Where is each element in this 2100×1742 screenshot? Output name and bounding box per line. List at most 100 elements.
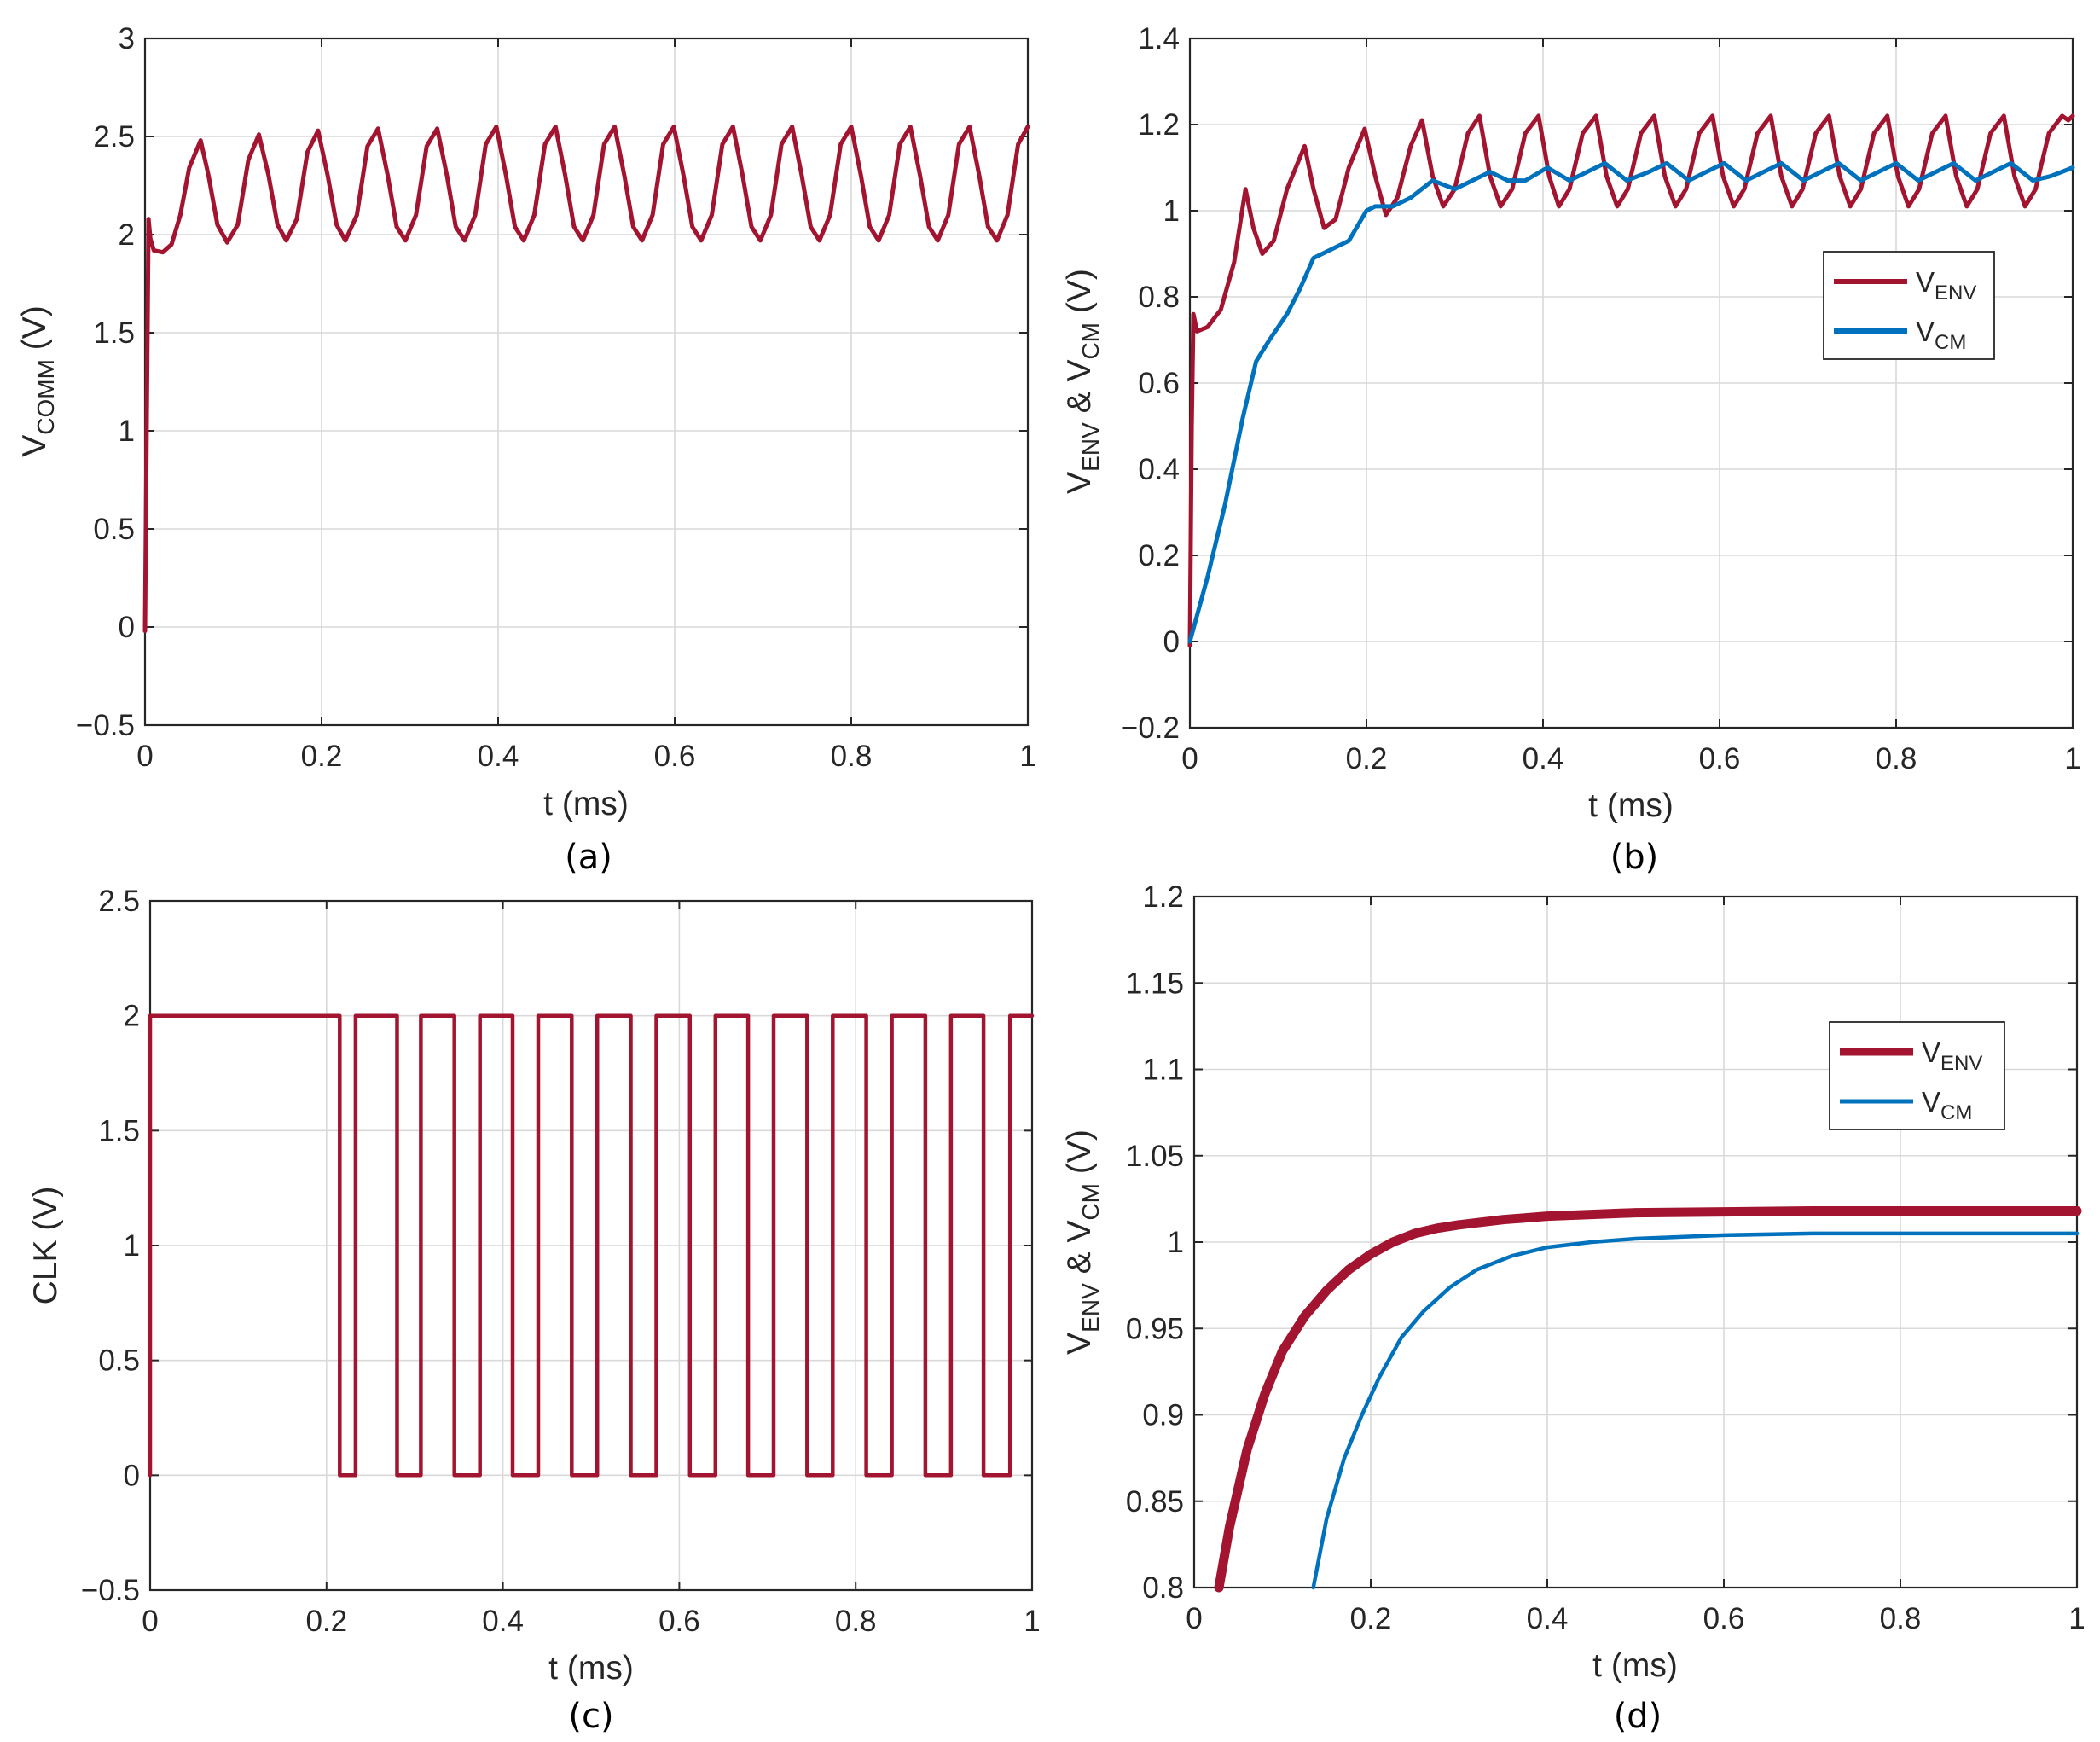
panel-d-xtick-label: 1 bbox=[2068, 1602, 2085, 1635]
panel-a-xtick-label: 1 bbox=[1019, 740, 1035, 773]
panel-b-ytick-label: 0.2 bbox=[1138, 539, 1180, 572]
panel-b-ytick-label: 1.4 bbox=[1138, 22, 1180, 55]
panel-b-ytick-label: 1 bbox=[1163, 195, 1180, 228]
panel-a-ytick-label: 2 bbox=[119, 218, 135, 252]
panel-c-ytick-label: 0.5 bbox=[98, 1344, 140, 1378]
panel-d-ytick-label: 1.15 bbox=[1126, 967, 1184, 1000]
panel-c-xtick-label: 0.2 bbox=[305, 1605, 347, 1638]
panel-b-ylabel: VENV & VCM (V) bbox=[1061, 269, 1104, 494]
panel-d-xtick-label: 0.6 bbox=[1703, 1602, 1745, 1635]
panel-d-series-v-cm bbox=[1311, 1231, 2080, 1590]
panel-b-gridlines bbox=[1190, 38, 2073, 728]
panel-a-xlabel: t (ms) bbox=[543, 786, 629, 822]
panel-c-ytick-label: 0 bbox=[124, 1459, 140, 1492]
panel-b-legend-venv-label: VENV bbox=[1916, 266, 1976, 305]
panel-b-ytick-label: 0 bbox=[1163, 625, 1180, 659]
panel-a-xtick-label: 0.2 bbox=[301, 740, 343, 773]
panel-a-ytick-label: 2.5 bbox=[93, 120, 135, 154]
panel-b-series-v-cm bbox=[1187, 160, 2075, 644]
panel-b-ytick-label: 0.6 bbox=[1138, 367, 1180, 400]
panel-a-series-v-comm bbox=[142, 125, 1030, 634]
panel-d-gridlines bbox=[1194, 897, 2077, 1588]
panel-a-xtick-label: 0.8 bbox=[831, 740, 873, 773]
panel-a-ylabel-rest: (V) bbox=[16, 305, 53, 359]
panel-d-series-v-env bbox=[1214, 1206, 2082, 1593]
panel-b-xtick-label: 0.2 bbox=[1346, 742, 1388, 775]
panel-d-chart: 0 0.2 0.4 0.6 0.8 1 0.8 0.85 0.9 0.95 1 1.05 1.1 1.15… bbox=[1061, 880, 2085, 1736]
panel-b-caption: (b) bbox=[1610, 838, 1659, 877]
panel-c-ytick-label: 2.5 bbox=[98, 885, 140, 918]
panel-b-xtick-label: 0 bbox=[1181, 742, 1198, 775]
panel-c-xlabel: t (ms) bbox=[548, 1650, 634, 1687]
panel-b-legend-box bbox=[1823, 251, 1995, 360]
panel-d-ytick-label: 0.95 bbox=[1126, 1312, 1184, 1345]
panel-b-xlabel: t (ms) bbox=[1588, 787, 1674, 824]
panel-d-ytick-label: 1.1 bbox=[1142, 1054, 1184, 1087]
panel-b-ytick-label: 1.2 bbox=[1138, 108, 1180, 142]
panel-a-ytick-label: 3 bbox=[119, 22, 135, 55]
panel-c-xtick-label: 0 bbox=[142, 1605, 158, 1638]
panel-c-xtick-label: 0.8 bbox=[835, 1605, 877, 1638]
panel-a-xtick-label: 0 bbox=[136, 740, 153, 773]
panel-d-ytick-label: 0.85 bbox=[1126, 1485, 1184, 1518]
panel-d-ytick-label: 1.2 bbox=[1142, 880, 1184, 914]
panel-b-xtick-label: 0.6 bbox=[1699, 742, 1741, 775]
panel-d-ytick-label: 1.05 bbox=[1126, 1140, 1184, 1173]
panel-a-xtick-label: 0.4 bbox=[478, 740, 519, 773]
panel-c-caption: (c) bbox=[568, 1697, 613, 1736]
panel-a-plot-area bbox=[143, 37, 1030, 727]
panel-b-ticks: 0 0.2 0.4 0.6 0.8 1−0.200.20.40.60.811.21.4 bbox=[1121, 22, 2081, 775]
panel-d-xtick-label: 0.2 bbox=[1350, 1602, 1392, 1635]
panel-a-ytick-label: 0 bbox=[119, 611, 135, 644]
panel-a-ytick-label: 1.5 bbox=[93, 316, 135, 350]
panel-d-caption: (d) bbox=[1614, 1697, 1662, 1736]
panel-d-xtick-label: 0.4 bbox=[1527, 1602, 1569, 1635]
panel-b-ytick-label: −0.2 bbox=[1121, 711, 1180, 745]
panel-b-ytick-label: 0.4 bbox=[1138, 453, 1180, 486]
panel-b-legend-vcm-label: VCM bbox=[1916, 316, 1966, 354]
panel-d-legend-box bbox=[1829, 1021, 2005, 1130]
panel-d-xtick-label: 0 bbox=[1186, 1602, 1202, 1635]
panel-a-ylabel-main: V bbox=[16, 435, 53, 457]
panel-c-xtick-label: 0.4 bbox=[482, 1605, 524, 1638]
panel-a-ytick-label: −0.5 bbox=[76, 709, 135, 742]
panel-a-ylabel: VCOMM (V) bbox=[16, 305, 59, 457]
panel-c-ytick-label: 1 bbox=[124, 1229, 140, 1263]
panel-a-series bbox=[142, 125, 1030, 634]
panel-a-chart: 0 0.2 0.4 0.6 0.8 1−0.500.511.522.53 t (ms) V… bbox=[16, 22, 1036, 877]
panel-d-legend: VENV VCM bbox=[1829, 1021, 2005, 1130]
panel-d-ticks: 0 0.2 0.4 0.6 0.8 1 0.8 0.85 0.9 0.95 1 1.05 1.1 1.15… bbox=[1126, 880, 2085, 1635]
panel-c-series-clk bbox=[148, 1013, 1035, 1478]
panel-b-chart: 0 0.2 0.4 0.6 0.8 1−0.200.20.40.60.811.21.4 V… bbox=[1061, 22, 2081, 877]
panel-a-caption: (a) bbox=[565, 838, 612, 877]
panel-a-ylabel-sub: COMM bbox=[32, 359, 59, 435]
panel-b-xtick-label: 0.8 bbox=[1876, 742, 1917, 775]
panel-b-xtick-label: 0.4 bbox=[1523, 742, 1564, 775]
panel-b-series-v-env bbox=[1187, 113, 2075, 648]
panel-d-xlabel: t (ms) bbox=[1592, 1647, 1678, 1684]
panel-a-ticks: 0 0.2 0.4 0.6 0.8 1−0.500.511.522.53 bbox=[76, 22, 1036, 773]
panel-a-ytick-label: 1 bbox=[119, 415, 135, 448]
panel-d-series bbox=[1214, 1206, 2082, 1593]
panel-d-legend-venv-label: VENV bbox=[1922, 1036, 1982, 1075]
panel-d-ytick-label: 0.8 bbox=[1142, 1571, 1184, 1605]
panel-c-ytick-label: −0.5 bbox=[81, 1574, 140, 1607]
panel-a-ytick-label: 0.5 bbox=[93, 513, 135, 546]
panel-c-series bbox=[148, 1013, 1035, 1478]
panel-c-xtick-label: 0.6 bbox=[658, 1605, 700, 1638]
panel-d-xtick-label: 0.8 bbox=[1880, 1602, 1922, 1635]
panel-a-xtick-label: 0.6 bbox=[654, 740, 696, 773]
panel-d-ytick-label: 0.9 bbox=[1142, 1399, 1184, 1432]
panel-b-series bbox=[1187, 113, 2075, 648]
panel-d-ylabel: VENV & VCM (V) bbox=[1061, 1129, 1104, 1355]
panel-b-xtick-label: 1 bbox=[2064, 742, 2080, 775]
panel-b-legend: VENV VCM bbox=[1823, 251, 1995, 360]
panel-c-ytick-label: 1.5 bbox=[98, 1114, 140, 1147]
panel-c-ticks: 0 0.2 0.4 0.6 0.8 1−0.500.511.522.5 bbox=[81, 885, 1041, 1638]
panel-b-ytick-label: 0.8 bbox=[1138, 281, 1180, 314]
panel-c-chart: 0 0.2 0.4 0.6 0.8 1−0.500.511.522.5 t (ms) CL… bbox=[27, 885, 1041, 1736]
panel-c-ylabel: CLK (V) bbox=[27, 1187, 64, 1305]
panel-d-ytick-label: 1 bbox=[1168, 1226, 1184, 1259]
panel-d-legend-vcm-label: VCM bbox=[1922, 1086, 1972, 1124]
